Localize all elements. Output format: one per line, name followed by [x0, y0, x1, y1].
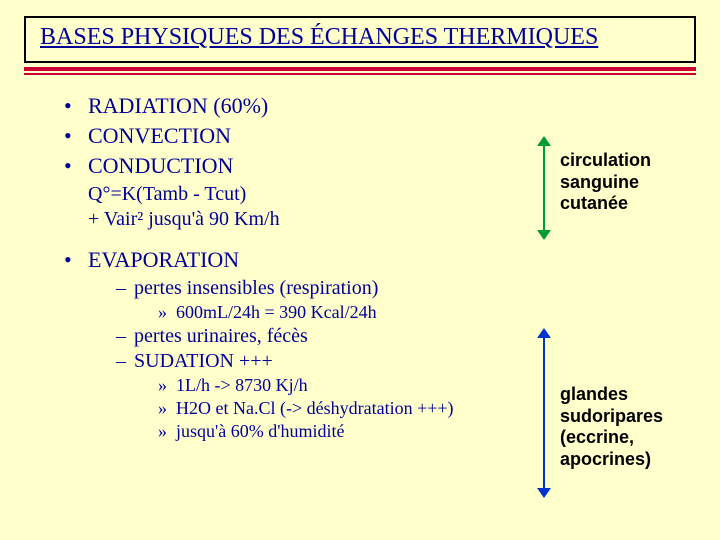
- double-arrow-icon: [540, 328, 548, 498]
- sub-sudation: SUDATION +++: [116, 350, 696, 373]
- side-circulation-l1: circulation: [560, 150, 710, 172]
- side-glandes-l1: glandes: [560, 384, 710, 406]
- double-arrow-icon: [540, 136, 548, 240]
- sub-pertes-urinaires: pertes urinaires, fécès: [116, 325, 696, 348]
- side-glandes: glandes sudoripares (eccrine, apocrines): [560, 384, 710, 470]
- side-glandes-l2: sudoripares: [560, 406, 710, 428]
- title-underline: [24, 67, 696, 75]
- bullet-radiation: RADIATION (60%): [60, 93, 696, 119]
- side-circulation: circulation sanguine cutanée: [560, 150, 710, 215]
- side-glandes-l4: apocrines): [560, 449, 710, 471]
- subsub-600ml: 600mL/24h = 390 Kcal/24h: [158, 302, 696, 323]
- sub-pertes-insensibles: pertes insensibles (respiration): [116, 277, 696, 300]
- side-circulation-l3: cutanée: [560, 193, 710, 215]
- evap-list: EVAPORATION: [60, 247, 696, 273]
- slide: BASES PHYSIQUES DES ÉCHANGES THERMIQUES …: [0, 16, 720, 540]
- side-circulation-l2: sanguine: [560, 172, 710, 194]
- side-glandes-l3: (eccrine,: [560, 427, 710, 449]
- bullet-evaporation: EVAPORATION: [60, 247, 696, 273]
- slide-title: BASES PHYSIQUES DES ÉCHANGES THERMIQUES: [40, 24, 598, 50]
- bullet-convection: CONVECTION: [60, 123, 696, 149]
- title-box: BASES PHYSIQUES DES ÉCHANGES THERMIQUES: [24, 16, 696, 63]
